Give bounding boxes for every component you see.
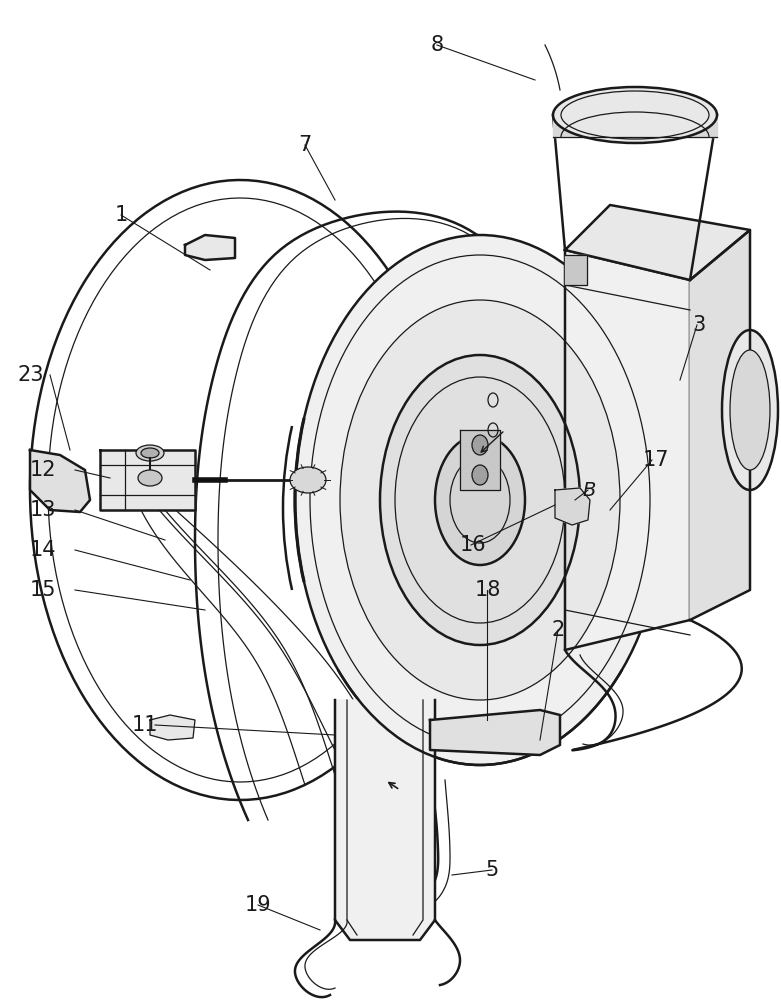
Text: 2: 2 — [552, 620, 565, 640]
Text: 19: 19 — [244, 895, 271, 915]
Polygon shape — [30, 450, 90, 512]
Polygon shape — [150, 715, 195, 740]
Ellipse shape — [380, 355, 580, 645]
Text: 5: 5 — [486, 860, 498, 880]
Polygon shape — [100, 450, 195, 510]
Polygon shape — [555, 488, 590, 525]
Text: 16: 16 — [459, 535, 486, 555]
Text: 17: 17 — [643, 450, 669, 470]
Ellipse shape — [472, 435, 488, 455]
Polygon shape — [335, 700, 435, 940]
Ellipse shape — [295, 235, 665, 765]
Polygon shape — [185, 235, 235, 260]
Text: 8: 8 — [431, 35, 444, 55]
Text: 18: 18 — [475, 580, 501, 600]
Polygon shape — [460, 430, 500, 490]
Ellipse shape — [472, 465, 488, 485]
Ellipse shape — [435, 435, 525, 565]
Polygon shape — [565, 255, 587, 285]
Ellipse shape — [141, 448, 159, 458]
Polygon shape — [690, 230, 750, 620]
Text: 3: 3 — [693, 315, 705, 335]
Ellipse shape — [730, 350, 770, 470]
Text: 13: 13 — [30, 500, 56, 520]
Polygon shape — [430, 710, 560, 755]
Ellipse shape — [136, 445, 164, 461]
Text: 15: 15 — [30, 580, 56, 600]
Text: B: B — [583, 481, 597, 499]
Polygon shape — [565, 205, 750, 280]
Text: 12: 12 — [30, 460, 56, 480]
Ellipse shape — [722, 330, 778, 490]
Text: 7: 7 — [298, 135, 311, 155]
Text: 1: 1 — [115, 205, 127, 225]
Polygon shape — [553, 115, 717, 137]
Text: 14: 14 — [30, 540, 56, 560]
Text: 11: 11 — [131, 715, 158, 735]
Ellipse shape — [340, 300, 620, 700]
Polygon shape — [565, 250, 690, 650]
Ellipse shape — [138, 470, 162, 486]
Text: 23: 23 — [18, 365, 45, 385]
Ellipse shape — [553, 87, 717, 143]
Ellipse shape — [290, 467, 326, 493]
